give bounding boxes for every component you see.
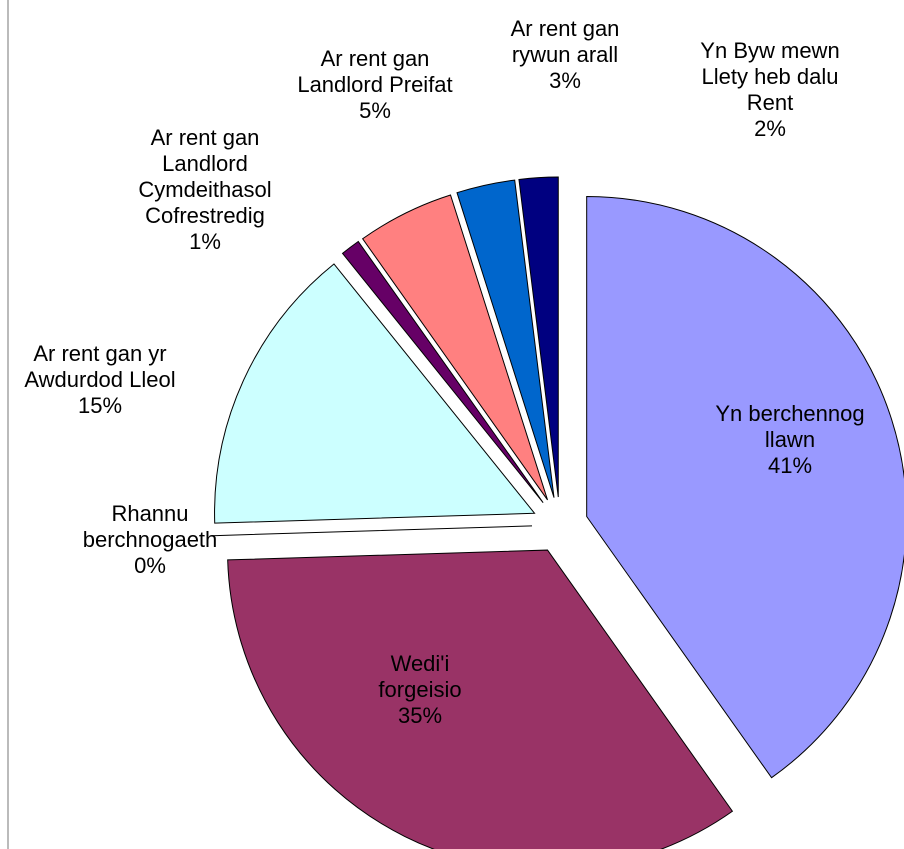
value-label: 35% [397,703,443,728]
value-label: 2% [754,116,786,141]
category-name: Wedi'i forgeisio [378,651,462,702]
category-name: Yn Byw mewn Llety heb dalu Rent [700,38,840,115]
category-name: Ar rent gan rywun arall [510,16,620,67]
slice-label: Wedi'i forgeisio 35% [355,651,485,729]
value-label: 0% [134,553,166,578]
pie-slice [456,179,555,498]
category-name: Ar rent gan Landlord Preifat [297,46,453,97]
pie-slice [361,194,548,501]
category-name: Ar rent gan Landlord Cymdeithasol Cofres… [138,125,272,228]
value-label: 41% [767,453,813,478]
pie-slice [214,263,536,524]
slice-label: Ar rent gan yr Awdurdod Lleol 15% [0,341,200,419]
value-label: 3% [549,68,581,93]
slice-label: Yn berchennog llawn 41% [695,401,885,479]
pie-slice [341,240,544,503]
value-label: 1% [189,229,221,254]
slice-label: Ar rent gan Landlord Cymdeithasol Cofres… [125,125,285,255]
pie-slice [212,525,533,537]
slice-label: Ar rent gan rywun arall 3% [490,16,640,94]
category-name: Rhannu berchnogaeth [82,501,218,552]
value-label: 15% [77,393,123,418]
pie-slice [227,549,734,849]
category-name: Yn berchennog llawn [715,401,865,452]
category-name: Ar rent gan yr Awdurdod Lleol [24,341,176,392]
pie-slice [586,196,904,779]
slice-label: Yn Byw mewn Llety heb dalu Rent 2% [690,38,850,142]
slice-label: Rhannu berchnogaeth 0% [65,501,235,579]
value-label: 5% [359,98,391,123]
pie-slice [518,176,559,498]
slice-label: Ar rent gan Landlord Preifat 5% [275,46,475,124]
